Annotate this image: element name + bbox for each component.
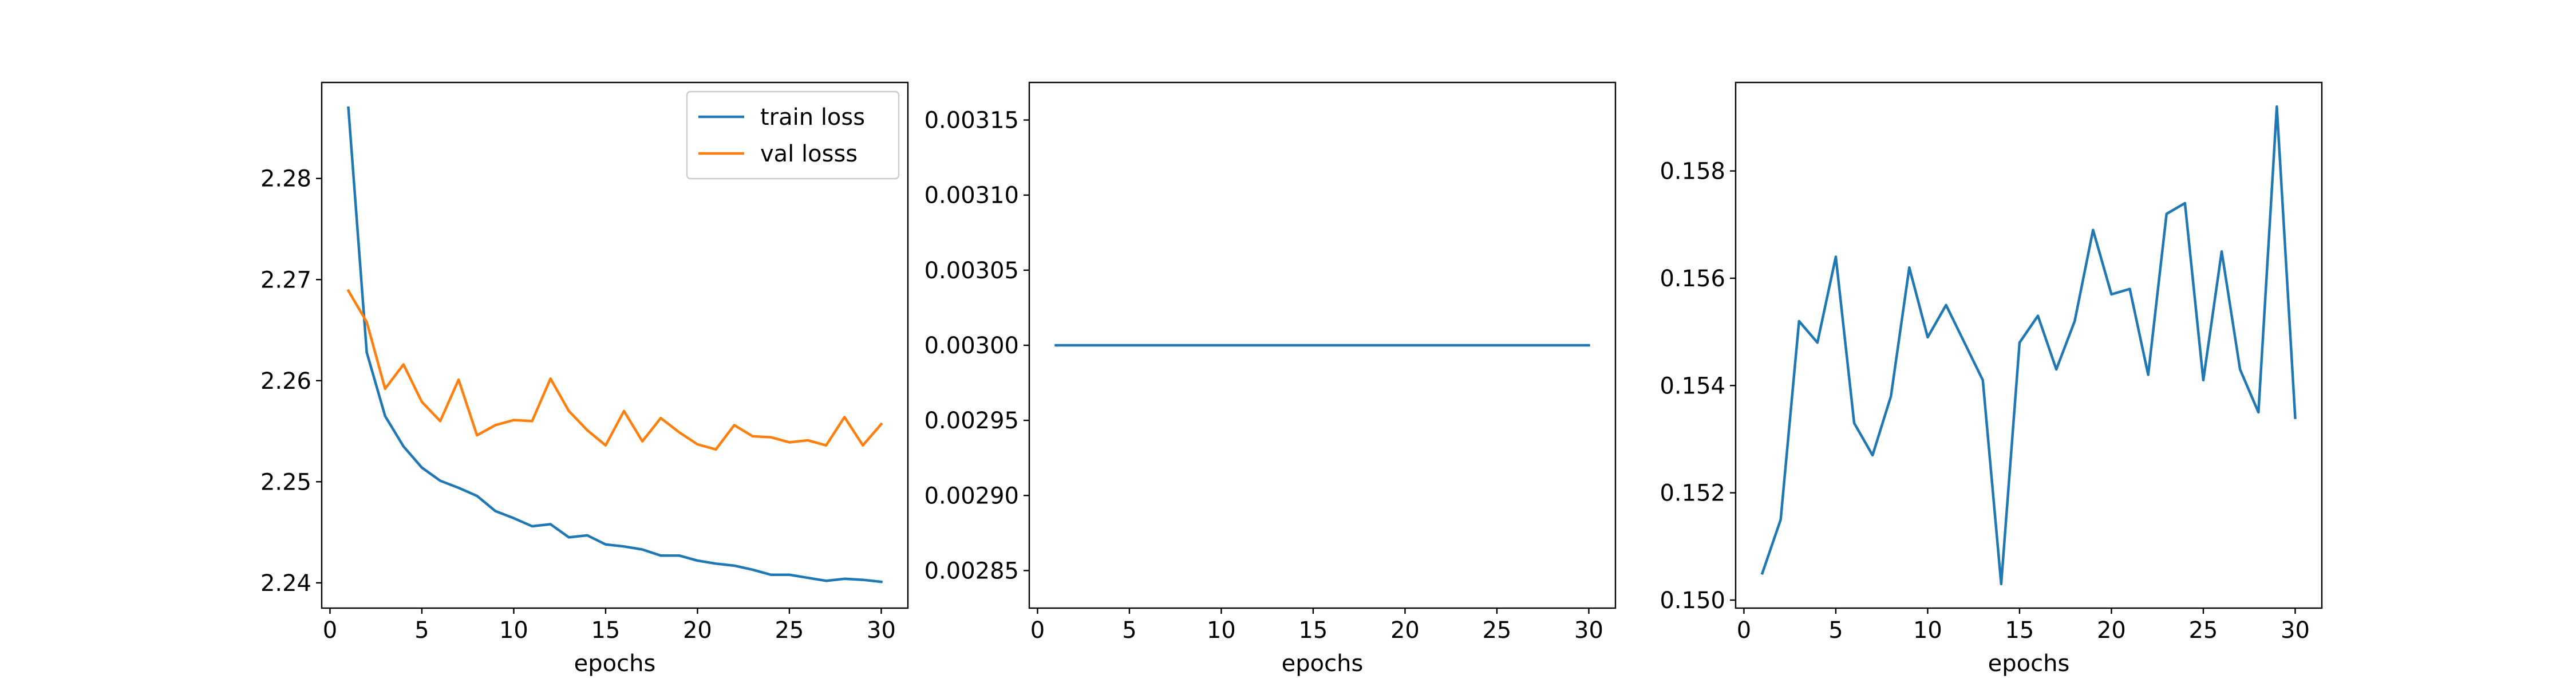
y-tick-label: 2.25	[260, 469, 311, 495]
x-tick-label: 30	[867, 617, 896, 644]
x-tick-label: 10	[1207, 617, 1236, 644]
y-tick-label: 0.00305	[924, 258, 1019, 284]
y-tick-label: 0.00300	[924, 333, 1019, 359]
x-axis-label: epochs	[1988, 650, 2070, 677]
y-tick-label: 2.24	[260, 570, 311, 597]
axes-frame	[321, 81, 909, 609]
series-line-1-1	[347, 106, 883, 583]
x-tick-label: 25	[2188, 617, 2218, 644]
legend: train loss val losss	[686, 90, 900, 180]
x-tick-label: 20	[683, 617, 712, 644]
x-tick-label: 15	[2005, 617, 2034, 644]
x-tick-label: 10	[1913, 617, 1942, 644]
x-tick-label: 5	[1828, 617, 1843, 644]
axes-frame	[1735, 81, 2323, 609]
x-tick-label: 25	[775, 617, 804, 644]
x-tick-label: 5	[414, 617, 429, 644]
x-tick-label: 5	[1122, 617, 1136, 644]
subplot-1: 0 5 10 15 20 25 30 2.24 2.25 2.26 2.27 2.28 epochs tr…	[260, 81, 909, 677]
subplot-3: 0 5 10 15 20 25 30 0.150 0.152 0.154 0.156 0.158 epo…	[1660, 81, 2323, 677]
x-axis-label: epochs	[1282, 650, 1364, 677]
legend-entry: val losss	[760, 141, 858, 167]
y-tick-label: 0.00285	[924, 558, 1019, 584]
x-tick-label: 20	[1390, 617, 1420, 644]
y-tick-label: 0.00310	[924, 183, 1019, 209]
x-axis-label: epochs	[574, 650, 656, 677]
y-tick-label: 0.150	[1660, 588, 1725, 614]
series-line-1-2	[346, 289, 883, 451]
x-tick-label: 20	[2097, 617, 2126, 644]
legend-entry: train loss	[760, 104, 865, 131]
x-tick-label: 15	[591, 617, 620, 644]
y-tick-label: 0.00295	[924, 408, 1019, 434]
subplot-2: 0 5 10 15 20 25 30 0.00285 0.00290 0.00295 0.00300…	[924, 81, 1617, 677]
y-tick-label: 0.00290	[924, 483, 1019, 509]
series-line-3-1	[1760, 105, 2297, 586]
x-tick-label: 0	[323, 617, 337, 644]
x-tick-label: 0	[1737, 617, 1751, 644]
x-tick-label: 25	[1482, 617, 1511, 644]
y-tick-label: 0.00315	[924, 108, 1019, 134]
x-tick-label: 10	[499, 617, 528, 644]
y-tick-label: 0.154	[1660, 373, 1725, 399]
y-tick-label: 2.27	[260, 267, 311, 293]
y-tick-label: 0.152	[1660, 480, 1725, 507]
x-tick-label: 30	[2281, 617, 2310, 644]
y-tick-label: 2.26	[260, 368, 311, 395]
legend-box	[686, 90, 900, 180]
x-tick-label: 15	[1298, 617, 1327, 644]
y-tick-label: 2.28	[260, 166, 311, 192]
x-tick-label: 30	[1574, 617, 1603, 644]
y-tick-label: 0.156	[1660, 266, 1725, 292]
x-tick-label: 0	[1030, 617, 1045, 644]
y-tick-label: 0.158	[1660, 159, 1725, 185]
